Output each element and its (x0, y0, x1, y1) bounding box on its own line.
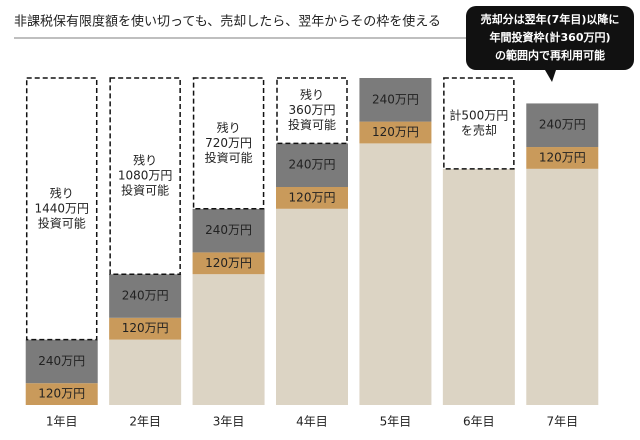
bar-segment (359, 121, 432, 144)
value-label: 120万円 (38, 387, 85, 401)
x-tick-label: 6年目 (463, 415, 495, 429)
value-label: 120万円 (539, 150, 586, 164)
remaining-box (276, 77, 348, 145)
bar-segment (192, 208, 265, 253)
remaining-label: 残り (217, 121, 241, 135)
remaining-label: 残り (300, 88, 324, 102)
value-label: 240万円 (205, 223, 252, 237)
chart-title: 非課税保有限度額を使い切っても、売却したら、翌年からその枠を使える (14, 14, 441, 30)
callout-box (466, 6, 634, 70)
x-tick-label: 5年目 (380, 415, 412, 429)
bar-segment (109, 317, 182, 340)
bar-segment (276, 208, 348, 405)
bar-segment (526, 147, 599, 169)
remaining-label: 残り (50, 186, 74, 200)
bar-segment (109, 339, 182, 405)
value-label: 120万円 (372, 125, 419, 139)
remaining-label: 720万円 (205, 136, 252, 150)
remaining-box (109, 77, 181, 275)
remaining-label: 投資可能 (121, 183, 169, 198)
bar-segment (276, 143, 348, 187)
bar-segment (109, 274, 182, 318)
remaining-box (25, 77, 98, 341)
callout-text: 年間投資枠(計360万円) (489, 30, 610, 44)
value-label: 240万円 (38, 354, 85, 368)
bar-segment (442, 168, 515, 405)
remaining-box (443, 77, 515, 170)
x-tick-label: 3年目 (213, 415, 245, 429)
callout-tail (545, 70, 556, 82)
value-label: 120万円 (205, 256, 252, 270)
remaining-label: 残り (133, 154, 157, 168)
bar-segment (192, 274, 265, 405)
remaining-label: 360万円 (289, 103, 336, 117)
remaining-label: を売却 (461, 122, 497, 137)
x-tick-label: 1年目 (46, 415, 78, 429)
remaining-label: 投資可能 (38, 215, 86, 230)
callout-text: 売却分は翌年(7年目)以降に (481, 12, 620, 26)
bar-segment (25, 383, 98, 405)
value-label: 120万円 (289, 190, 336, 204)
remaining-label: 投資可能 (288, 117, 336, 132)
callout-text: の範囲内で再利用可能 (495, 48, 605, 62)
bar-segment (276, 187, 348, 209)
remaining-label: 投資可能 (205, 150, 253, 165)
remaining-box (192, 77, 265, 210)
remaining-label: 計500万円 (449, 107, 508, 122)
bar-segment (359, 78, 432, 122)
value-label: 240万円 (289, 158, 336, 172)
bar-segment (192, 252, 265, 275)
remaining-label: 1440万円 (34, 201, 89, 215)
value-label: 240万円 (539, 118, 586, 132)
x-tick-label: 2年目 (129, 415, 161, 429)
x-tick-label: 7年目 (546, 415, 578, 429)
value-label: 240万円 (122, 289, 169, 303)
remaining-label: 1080万円 (118, 169, 173, 183)
value-label: 240万円 (372, 92, 419, 106)
bar-segment (359, 143, 432, 405)
bar-segment (526, 103, 599, 148)
bar-segment (25, 339, 98, 384)
value-label: 120万円 (122, 321, 169, 335)
x-tick-label: 4年目 (296, 415, 328, 429)
bar-segment (526, 168, 599, 405)
